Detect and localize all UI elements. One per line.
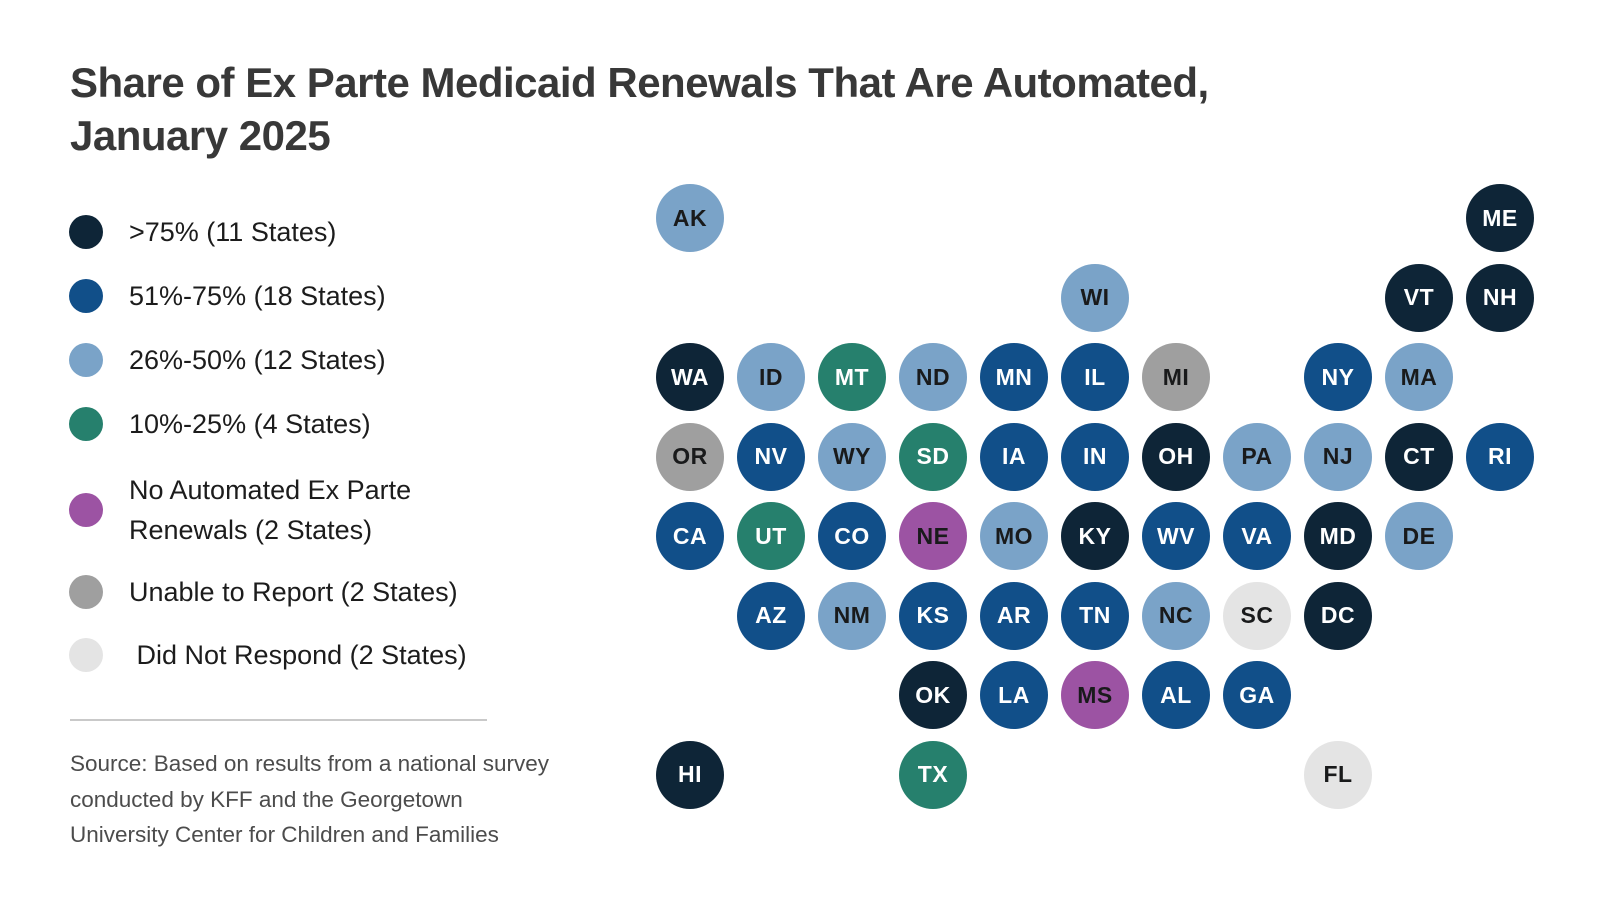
legend-item-label: >75% (11 States)	[129, 217, 337, 247]
legend-swatch-circle	[69, 215, 103, 249]
state-tile-oh: OH	[1142, 422, 1210, 491]
state-tile-wv: WV	[1142, 502, 1210, 570]
state-tile-mn: MN	[980, 343, 1048, 411]
state-tile-ct: CT	[1385, 422, 1453, 491]
chart-title-line1: Share of Ex Parte Medicaid Renewals That…	[70, 59, 1209, 106]
state-tile-nh: NH	[1466, 263, 1534, 332]
legend-swatch-circle	[69, 279, 103, 313]
state-tile-tx: TX	[899, 740, 967, 809]
state-tile-in: IN	[1061, 422, 1129, 491]
state-tile-ut: UT	[737, 502, 805, 570]
legend-item-label: No Automated Ex Parte Renewals (2 States…	[129, 475, 412, 545]
state-tile-ga: GA	[1223, 661, 1291, 729]
state-tile-md: MD	[1304, 502, 1372, 570]
state-tile-sd: SD	[899, 422, 967, 491]
legend-swatch-circle	[69, 343, 103, 377]
state-tile-pa: PA	[1223, 422, 1291, 491]
source-note: Source: Based on results from a national…	[70, 751, 549, 847]
legend-swatch-circle	[69, 575, 103, 609]
legend-item-label: Unable to Report (2 States)	[129, 577, 458, 607]
state-tile-hi: HI	[656, 740, 724, 809]
state-tile-wi: WI	[1061, 263, 1129, 332]
state-tile-fl: FL	[1304, 740, 1372, 809]
legend-item-unable: Unable to Report (2 States)	[69, 572, 458, 612]
legend-swatch-circle	[69, 638, 103, 672]
state-tile-id: ID	[737, 343, 805, 411]
state-tile-nj: NJ	[1304, 422, 1372, 491]
state-tile-ar: AR	[980, 581, 1048, 650]
legend-item-none: No Automated Ex Parte Renewals (2 States…	[69, 470, 411, 550]
state-tile-ms: MS	[1061, 661, 1129, 729]
state-tile-ia: IA	[980, 422, 1048, 491]
state-tile-sc: SC	[1223, 581, 1291, 650]
legend-item-label: Did Not Respond (2 States)	[129, 640, 467, 670]
state-tile-ri: RI	[1466, 422, 1534, 491]
source-divider	[70, 719, 487, 721]
legend-swatch-circle	[69, 493, 103, 527]
state-tile-ma: MA	[1385, 343, 1453, 411]
state-tile-dc: DC	[1304, 581, 1372, 650]
state-tile-nm: NM	[818, 581, 886, 650]
legend-item-no_response: Did Not Respond (2 States)	[69, 635, 467, 675]
legend-item-gt75: >75% (11 States)	[69, 212, 336, 252]
state-tile-or: OR	[656, 422, 724, 491]
legend-item-label: 51%-75% (18 States)	[129, 281, 386, 311]
state-tile-nc: NC	[1142, 581, 1210, 650]
state-tile-wa: WA	[656, 343, 724, 411]
state-tile-mi: MI	[1142, 343, 1210, 411]
state-tile-nv: NV	[737, 422, 805, 491]
state-tile-al: AL	[1142, 661, 1210, 729]
chart-title-line2: January 2025	[70, 112, 331, 159]
state-tile-ks: KS	[899, 581, 967, 650]
state-tile-il: IL	[1061, 343, 1129, 411]
state-tile-vt: VT	[1385, 263, 1453, 332]
state-tile-la: LA	[980, 661, 1048, 729]
chart-title: Share of Ex Parte Medicaid Renewals That…	[70, 56, 1209, 162]
state-tile-mt: MT	[818, 343, 886, 411]
state-tile-va: VA	[1223, 502, 1291, 570]
state-tile-wy: WY	[818, 422, 886, 491]
state-tile-tn: TN	[1061, 581, 1129, 650]
legend-item-label: 10%-25% (4 States)	[129, 409, 371, 439]
state-tile-ok: OK	[899, 661, 967, 729]
legend-item-label: 26%-50% (12 States)	[129, 345, 386, 375]
legend: >75% (11 States) 51%-75% (18 States) 26%-5…	[69, 0, 569, 720]
state-tile-ca: CA	[656, 502, 724, 570]
state-tile-mo: MO	[980, 502, 1048, 570]
state-tile-ak: AK	[656, 184, 724, 252]
state-tile-co: CO	[818, 502, 886, 570]
legend-item-26_50: 26%-50% (12 States)	[69, 340, 386, 380]
state-tile-nd: ND	[899, 343, 967, 411]
state-tile-de: DE	[1385, 502, 1453, 570]
state-tile-az: AZ	[737, 581, 805, 650]
legend-swatch-circle	[69, 407, 103, 441]
state-tile-ky: KY	[1061, 502, 1129, 570]
legend-item-51_75: 51%-75% (18 States)	[69, 276, 386, 316]
state-tile-ne: NE	[899, 502, 967, 570]
legend-item-10_25: 10%-25% (4 States)	[69, 404, 371, 444]
state-tile-me: ME	[1466, 184, 1534, 252]
state-tile-ny: NY	[1304, 343, 1372, 411]
